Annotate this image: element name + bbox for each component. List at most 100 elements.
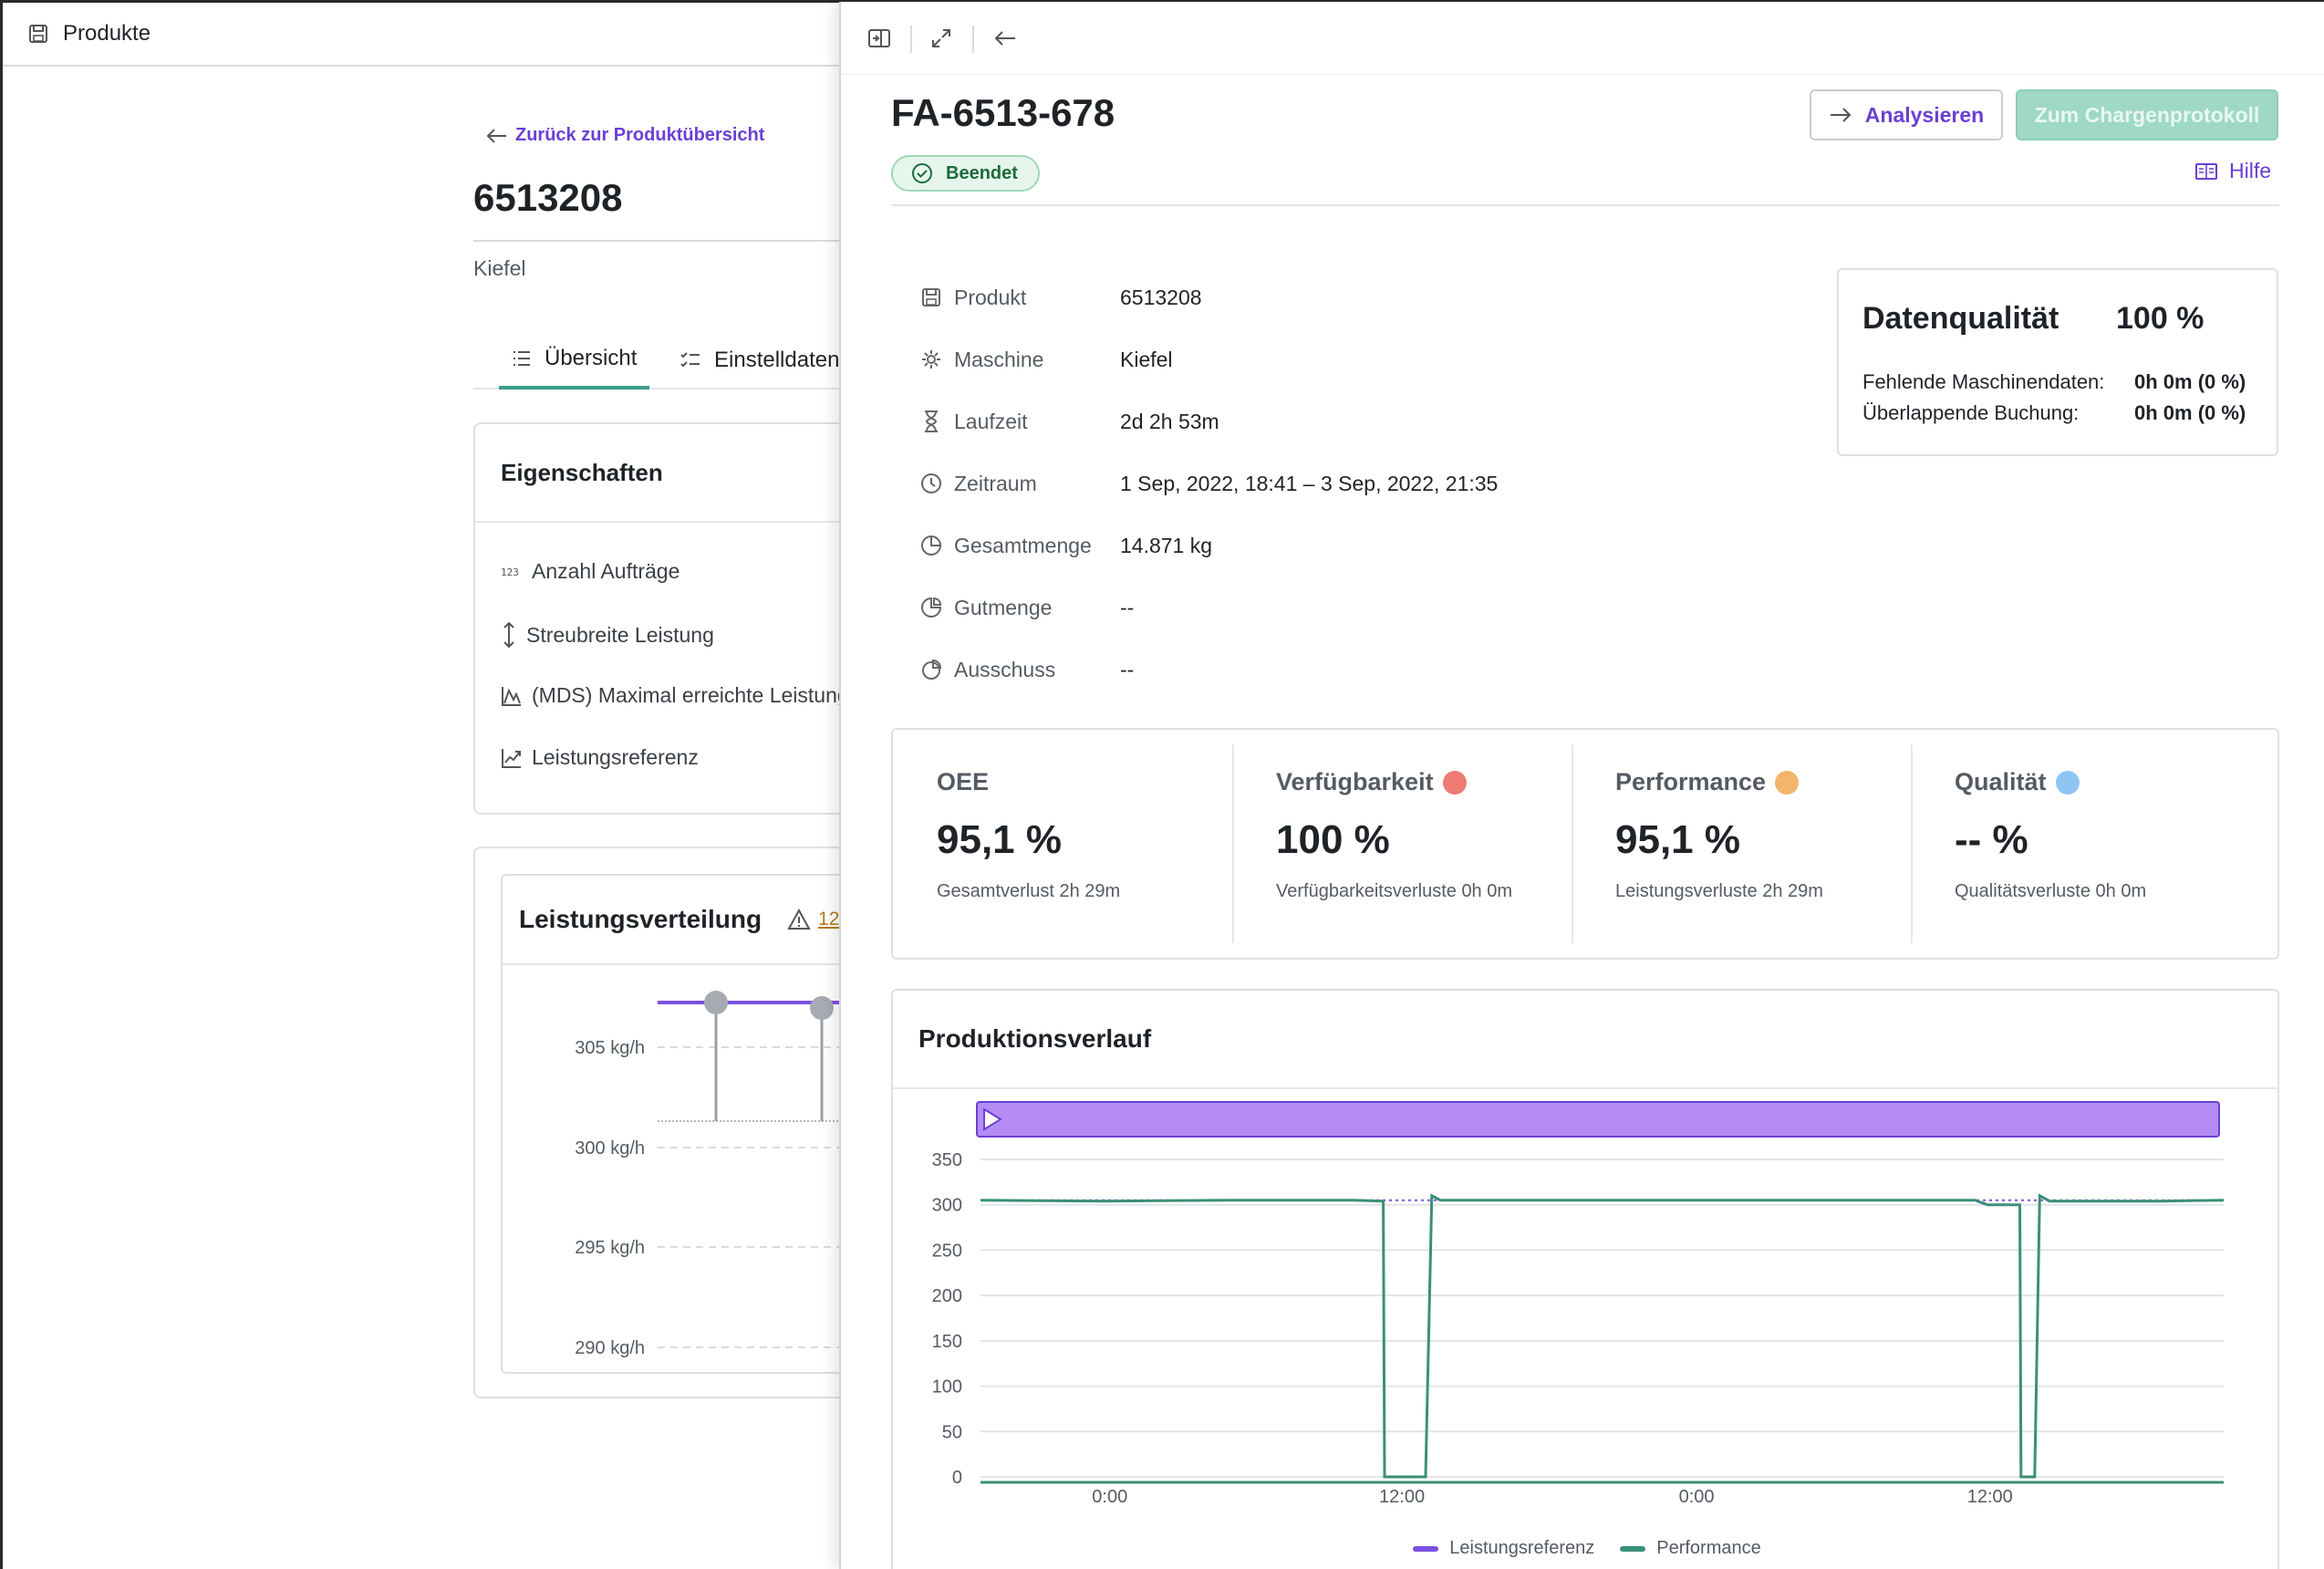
- info-row-machine: Maschine Kiefel: [919, 341, 1173, 378]
- x-tick-label: 0:00: [1679, 1487, 1715, 1507]
- back-button[interactable]: [987, 20, 1023, 57]
- product-title: 6513208: [473, 176, 623, 219]
- arrow-right-icon: [1829, 106, 1852, 124]
- info-row-runtime: Laufzeit 2d 2h 53m: [919, 403, 1219, 440]
- kpi-value: 100 %: [1276, 817, 1390, 862]
- y-tick-label: 295 kg/h: [575, 1238, 645, 1258]
- info-row-total: Gesamtmenge 14.871 kg: [919, 527, 1212, 564]
- property-row: Leistungsreferenz: [501, 745, 699, 770]
- chart-legend: Leistungsreferenz Performance: [893, 1538, 2281, 1559]
- hourglass-icon: [919, 410, 943, 433]
- properties-card: Eigenschaften 123 Anzahl Aufträge Streub…: [473, 422, 875, 815]
- batch-protocol-button[interactable]: Zum Chargenprotokoll: [2016, 89, 2278, 140]
- analyze-label: Analysieren: [1864, 102, 1985, 127]
- lollipop-head: [810, 996, 834, 1020]
- back-link[interactable]: Zurück zur Produktübersicht: [486, 125, 764, 146]
- property-row: Streubreite Leistung: [501, 621, 714, 649]
- vertical-range-icon: [501, 621, 517, 649]
- kpi-divider: [1572, 744, 1573, 943]
- info-row-product: Produkt 6513208: [919, 279, 1202, 316]
- info-row-good: Gutmenge --: [919, 589, 1134, 626]
- batch-timeline-bar: [976, 1101, 2220, 1138]
- production-chart: 0 50 100 150 200 250 300 350 0:00 12:00 0:00 12:00: [932, 1101, 2225, 1507]
- data-quality-title: Datenqualität: [1862, 301, 2059, 336]
- x-tick-label: 12:00: [1967, 1487, 2013, 1507]
- y-tick-label: 50: [942, 1422, 962, 1442]
- kpi-value: -- %: [1955, 817, 2028, 862]
- tab-settings-data[interactable]: Einstelldaten: [680, 331, 839, 390]
- y-tick-label: 290 kg/h: [575, 1338, 645, 1358]
- collapse-panel-button[interactable]: [861, 20, 897, 57]
- distribution-chart: 305 kg/h 300 kg/h 295 kg/h 290 kg/h: [575, 991, 860, 1358]
- y-tick-label: 0: [952, 1468, 962, 1488]
- help-link[interactable]: Hilfe: [2194, 159, 2271, 183]
- toolbar-divider: [972, 26, 974, 53]
- kpi-loss: Gesamtverlust 2h 29m: [937, 881, 1121, 901]
- drawer-toolbar: [841, 2, 2324, 75]
- y-tick-label: 200: [932, 1286, 962, 1306]
- svg-text:123: 123: [501, 566, 519, 578]
- performance-dot-icon: [1775, 770, 1800, 795]
- series-performance: [980, 1193, 2225, 1479]
- overlap-value: 0h 0m (0 %): [2134, 401, 2246, 424]
- list-icon: [512, 349, 532, 368]
- kpi-title: Performance: [1615, 768, 1767, 795]
- book-icon: [2194, 161, 2218, 182]
- kpi-title: Qualität: [1955, 768, 2047, 795]
- distribution-header: Leistungsverteilung 12 A: [503, 876, 882, 965]
- play-icon: [983, 1107, 1002, 1131]
- property-row: 123 Anzahl Aufträge: [501, 559, 680, 583]
- kpi-divider: [1911, 744, 1913, 943]
- arrow-left-icon: [486, 128, 508, 144]
- availability-dot-icon: [1442, 770, 1467, 795]
- y-tick-label: 300: [932, 1196, 962, 1216]
- help-label: Hilfe: [2229, 159, 2272, 182]
- kpi-title: OEE: [937, 768, 990, 795]
- y-tick-label: 250: [932, 1241, 962, 1261]
- checklist-icon: [680, 351, 701, 369]
- production-title: Produktionsverlauf: [893, 991, 2277, 1089]
- order-title: FA-6513-678: [891, 91, 1115, 134]
- kpi-divider: [1232, 744, 1234, 943]
- kpi-loss: Verfügbarkeitsverluste 0h 0m: [1276, 881, 1513, 901]
- y-tick-label: 300 kg/h: [575, 1138, 645, 1159]
- clock-icon: [919, 473, 943, 494]
- back-link-label: Zurück zur Produktübersicht: [515, 125, 765, 145]
- missing-data-value: 0h 0m (0 %): [2134, 370, 2246, 393]
- x-tick-label: 12:00: [1379, 1487, 1425, 1507]
- y-tick-label: 350: [932, 1150, 962, 1170]
- y-tick-label: 305 kg/h: [575, 1038, 645, 1058]
- peak-chart-icon: [501, 685, 523, 707]
- distribution-grid: [658, 1046, 860, 1348]
- tab-label: Einstelldaten: [714, 348, 840, 372]
- warning-icon: [787, 909, 811, 930]
- expand-button[interactable]: [923, 20, 960, 57]
- tab-overview[interactable]: Übersicht: [499, 331, 650, 390]
- kpi-oee: OEE 95,1 % Gesamtverlust 2h 29m: [893, 730, 1232, 961]
- pie-scrap-icon: [919, 659, 943, 681]
- kpi-value: 95,1 %: [937, 817, 1062, 862]
- kpi-loss: Leistungsverluste 2h 29m: [1615, 881, 1823, 901]
- arrow-left-icon: [993, 29, 1017, 47]
- page-title: Produkte: [63, 21, 151, 46]
- legend-swatch: [1620, 1545, 1646, 1552]
- kpi-quality: Qualität -- % Qualitätsverluste 0h 0m: [1911, 730, 2250, 961]
- status-label: Beendet: [946, 162, 1018, 183]
- expand-icon: [930, 27, 952, 49]
- divider: [473, 240, 856, 242]
- info-row-period: Zeitraum 1 Sep, 2022, 18:41 – 3 Sep, 202…: [919, 465, 1498, 502]
- check-circle-icon: [911, 162, 933, 184]
- properties-title: Eigenschaften: [475, 424, 873, 523]
- product-subtitle: Kiefel: [473, 256, 526, 280]
- product-icon: [919, 287, 943, 307]
- trend-chart-icon: [501, 747, 523, 769]
- pie-good-icon: [919, 597, 943, 618]
- kpi-value: 95,1 %: [1615, 817, 1740, 862]
- data-quality-card: Datenqualität 100 % Fehlende Maschinenda…: [1837, 268, 2278, 456]
- x-tick-label: 0:00: [1092, 1487, 1127, 1507]
- analyze-button[interactable]: Analysieren: [1810, 89, 2003, 140]
- kpi-title: Verfügbarkeit: [1276, 768, 1434, 795]
- info-row-scrap: Ausschuss --: [919, 651, 1134, 688]
- kpi-performance: Performance 95,1 % Leistungsverluste 2h …: [1572, 730, 1911, 961]
- distribution-title: Leistungsverteilung: [519, 905, 763, 933]
